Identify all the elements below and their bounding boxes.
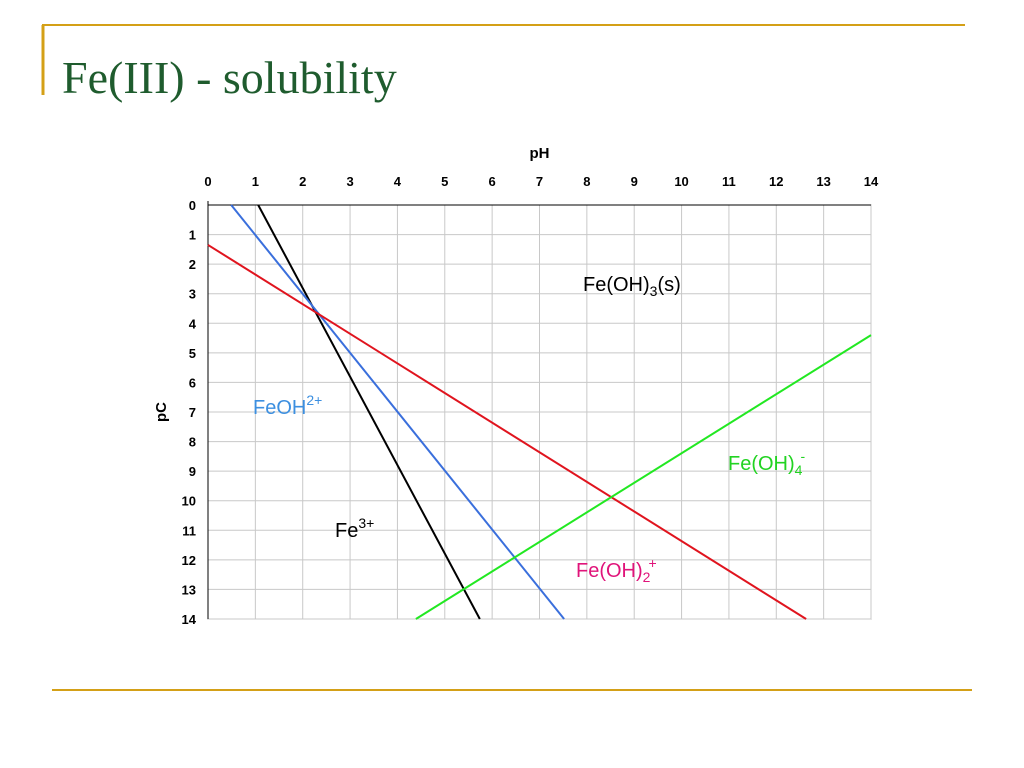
annotation: Fe(OH)2+ [576, 555, 657, 585]
annotation-superscript: 2+ [306, 392, 322, 408]
x-tick-label: 3 [346, 174, 353, 189]
x-tick-label: 0 [204, 174, 211, 189]
y-tick-label: 8 [189, 435, 196, 450]
annotation-text: FeOH [253, 397, 306, 419]
y-axis-label: pC [153, 402, 170, 422]
y-tick-label: 9 [189, 464, 196, 479]
annotation-text: Fe [335, 520, 358, 542]
x-tick-label: 6 [489, 174, 496, 189]
x-tick-label: 4 [394, 174, 402, 189]
x-tick-label: 5 [441, 174, 448, 189]
y-tick-label: 7 [189, 405, 196, 420]
annotation-superscript: 3+ [358, 515, 374, 531]
y-tick-label: 4 [189, 316, 197, 331]
annotation-superscript: - [800, 448, 805, 464]
x-tick-label: 11 [722, 174, 736, 189]
x-tick-label: 7 [536, 174, 543, 189]
annotation-text: Fe(OH) [728, 453, 795, 475]
annotation: Fe(OH)4- [728, 448, 805, 478]
x-tick-label: 8 [583, 174, 590, 189]
x-tick-label: 10 [674, 174, 688, 189]
y-tick-label: 0 [189, 198, 196, 213]
chart: 0 1 2 3 4 5 6 7 8 9 10 11 12 13 1401234567891011121314… [153, 145, 879, 627]
annotation-subscript: 3 [650, 283, 658, 299]
slide-title: Fe(III) - solubility [62, 52, 397, 103]
x-tick-label: 12 [769, 174, 783, 189]
y-tick-label: 1 [189, 228, 196, 243]
annotation-text: Fe(OH) [583, 274, 650, 296]
series-line [257, 204, 481, 620]
series-line [207, 244, 807, 620]
series-line [230, 204, 565, 620]
y-tick-label: 10 [182, 494, 196, 509]
annotation-text: (s) [657, 274, 680, 296]
y-tick-label: 13 [182, 582, 196, 597]
x-tick-label: 1 [252, 174, 259, 189]
annotation-superscript: + [648, 555, 656, 571]
x-tick-label: 2 [299, 174, 306, 189]
annotation-subscript: 4 [795, 462, 803, 478]
x-tick-label: 14 [864, 174, 879, 189]
y-tick-label: 5 [189, 346, 196, 361]
y-tick-label: 2 [189, 257, 196, 272]
y-tick-label: 14 [182, 612, 197, 627]
annotation: Fe(OH)3(s) [583, 274, 681, 299]
annotation: Fe3+ [335, 515, 374, 542]
x-tick-label: 9 [631, 174, 638, 189]
annotation: FeOH2+ [253, 392, 322, 419]
annotation-text: Fe(OH) [576, 560, 643, 582]
annotation-subscript: 2 [643, 569, 651, 585]
y-tick-label: 11 [182, 523, 196, 538]
y-tick-label: 12 [182, 553, 196, 568]
y-tick-label: 3 [189, 287, 196, 302]
x-axis-label: pH [530, 145, 550, 162]
x-tick-label: 13 [816, 174, 830, 189]
y-tick-label: 6 [189, 375, 196, 390]
series-line [415, 334, 872, 620]
